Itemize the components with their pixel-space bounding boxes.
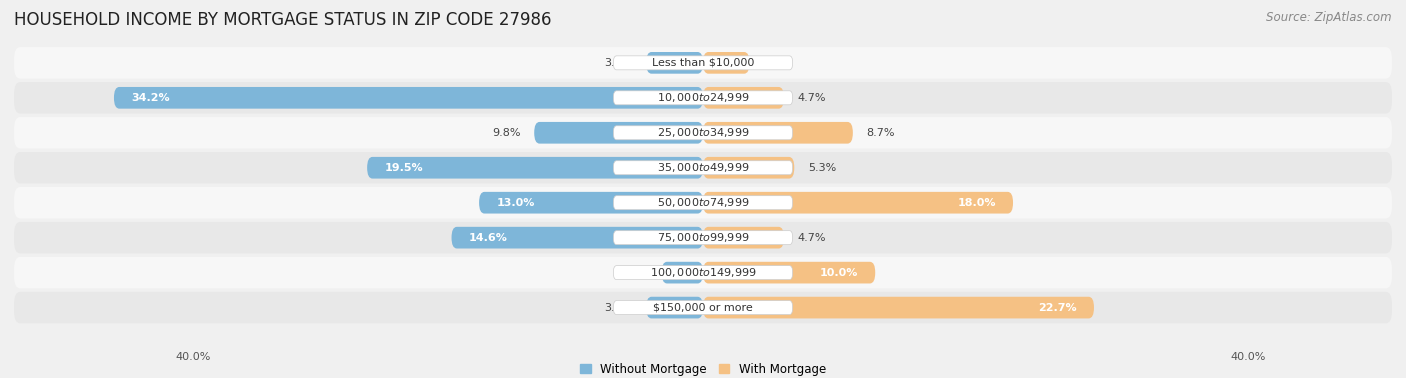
FancyBboxPatch shape	[613, 126, 793, 140]
Text: 8.7%: 8.7%	[866, 128, 896, 138]
Text: $50,000 to $74,999: $50,000 to $74,999	[657, 196, 749, 209]
FancyBboxPatch shape	[534, 122, 703, 144]
Text: 9.8%: 9.8%	[492, 128, 520, 138]
Text: 34.2%: 34.2%	[131, 93, 170, 103]
FancyBboxPatch shape	[613, 91, 793, 105]
Text: Less than $10,000: Less than $10,000	[652, 58, 754, 68]
FancyBboxPatch shape	[613, 266, 793, 280]
Text: Source: ZipAtlas.com: Source: ZipAtlas.com	[1267, 11, 1392, 24]
Legend: Without Mortgage, With Mortgage: Without Mortgage, With Mortgage	[575, 358, 831, 378]
FancyBboxPatch shape	[14, 82, 1392, 113]
Text: 18.0%: 18.0%	[957, 198, 995, 208]
FancyBboxPatch shape	[14, 187, 1392, 218]
FancyBboxPatch shape	[613, 161, 793, 175]
FancyBboxPatch shape	[114, 87, 703, 108]
FancyBboxPatch shape	[703, 87, 785, 108]
FancyBboxPatch shape	[451, 227, 703, 248]
FancyBboxPatch shape	[703, 297, 1094, 318]
Text: $150,000 or more: $150,000 or more	[654, 303, 752, 313]
FancyBboxPatch shape	[14, 222, 1392, 253]
Text: $35,000 to $49,999: $35,000 to $49,999	[657, 161, 749, 174]
FancyBboxPatch shape	[703, 262, 875, 284]
FancyBboxPatch shape	[703, 192, 1012, 214]
FancyBboxPatch shape	[613, 56, 793, 70]
FancyBboxPatch shape	[14, 117, 1392, 149]
FancyBboxPatch shape	[703, 122, 853, 144]
Text: $75,000 to $99,999: $75,000 to $99,999	[657, 231, 749, 244]
Text: 3.3%: 3.3%	[605, 58, 633, 68]
FancyBboxPatch shape	[647, 297, 703, 318]
FancyBboxPatch shape	[613, 196, 793, 210]
Text: 2.7%: 2.7%	[763, 58, 792, 68]
Text: $100,000 to $149,999: $100,000 to $149,999	[650, 266, 756, 279]
Text: 40.0%: 40.0%	[176, 352, 211, 361]
Text: 4.7%: 4.7%	[797, 93, 827, 103]
FancyBboxPatch shape	[662, 262, 703, 284]
Text: $10,000 to $24,999: $10,000 to $24,999	[657, 91, 749, 104]
Text: 14.6%: 14.6%	[468, 233, 508, 243]
Text: 2.4%: 2.4%	[620, 268, 648, 277]
FancyBboxPatch shape	[703, 157, 794, 178]
FancyBboxPatch shape	[613, 301, 793, 314]
Text: HOUSEHOLD INCOME BY MORTGAGE STATUS IN ZIP CODE 27986: HOUSEHOLD INCOME BY MORTGAGE STATUS IN Z…	[14, 11, 551, 29]
Text: 3.3%: 3.3%	[605, 303, 633, 313]
FancyBboxPatch shape	[613, 231, 793, 245]
Text: 5.3%: 5.3%	[808, 163, 837, 173]
FancyBboxPatch shape	[14, 152, 1392, 183]
FancyBboxPatch shape	[703, 52, 749, 74]
FancyBboxPatch shape	[14, 292, 1392, 323]
Text: $25,000 to $34,999: $25,000 to $34,999	[657, 126, 749, 139]
Text: 4.7%: 4.7%	[797, 233, 827, 243]
Text: 40.0%: 40.0%	[1230, 352, 1265, 361]
Text: 13.0%: 13.0%	[496, 198, 534, 208]
FancyBboxPatch shape	[647, 52, 703, 74]
Text: 10.0%: 10.0%	[820, 268, 858, 277]
FancyBboxPatch shape	[14, 47, 1392, 79]
FancyBboxPatch shape	[479, 192, 703, 214]
FancyBboxPatch shape	[367, 157, 703, 178]
Text: 22.7%: 22.7%	[1038, 303, 1077, 313]
Text: 19.5%: 19.5%	[384, 163, 423, 173]
FancyBboxPatch shape	[14, 257, 1392, 288]
FancyBboxPatch shape	[703, 227, 785, 248]
